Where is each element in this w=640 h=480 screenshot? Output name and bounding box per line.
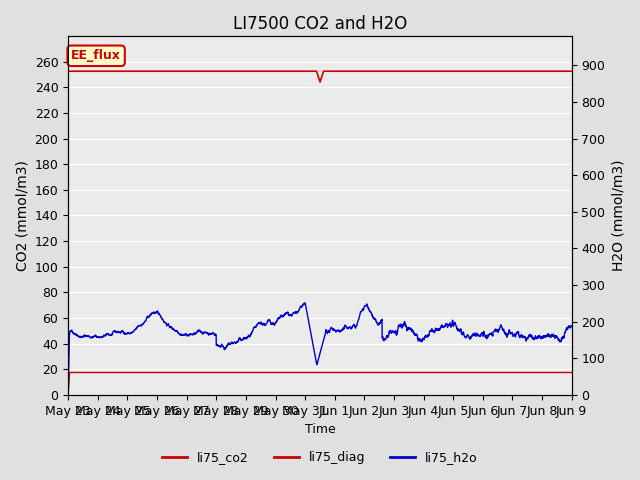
Text: EE_flux: EE_flux	[71, 49, 121, 62]
Y-axis label: H2O (mmol/m3): H2O (mmol/m3)	[611, 160, 625, 271]
X-axis label: Time: Time	[305, 423, 335, 436]
Y-axis label: CO2 (mmol/m3): CO2 (mmol/m3)	[15, 160, 29, 271]
Title: LI7500 CO2 and H2O: LI7500 CO2 and H2O	[233, 15, 407, 33]
Legend: li75_co2, li75_diag, li75_h2o: li75_co2, li75_diag, li75_h2o	[157, 446, 483, 469]
